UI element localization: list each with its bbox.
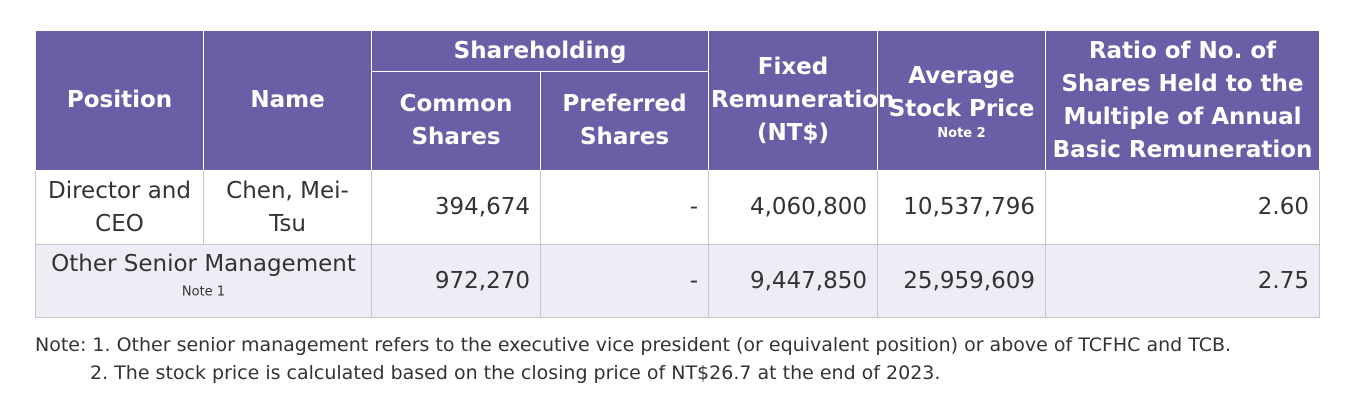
note-line-1: Note: 1. Other senior management refers … bbox=[35, 334, 1232, 356]
header-average-stock-price-note: Note 2 bbox=[937, 125, 986, 141]
header-position: Position bbox=[35, 30, 204, 171]
header-common-shares: Common Shares bbox=[371, 71, 541, 171]
remuneration-table-container: Position Name Shareholding Fixed Remuner… bbox=[35, 30, 1320, 318]
header-preferred-shares: Preferred Shares bbox=[540, 71, 709, 171]
cell-average-stock-price: 25,959,609 bbox=[877, 244, 1046, 318]
cell-preferred-shares: - bbox=[540, 244, 709, 318]
cell-ratio: 2.75 bbox=[1045, 244, 1320, 318]
note-line-2: 2. The stock price is calculated based o… bbox=[90, 362, 941, 384]
header-name: Name bbox=[203, 30, 372, 171]
cell-position-note: Note 1 bbox=[181, 284, 226, 300]
cell-ratio: 2.60 bbox=[1045, 170, 1320, 245]
cell-average-stock-price: 10,537,796 bbox=[877, 170, 1046, 245]
cell-position-label: Other Senior Management bbox=[51, 251, 356, 277]
cell-common-shares: 394,674 bbox=[371, 170, 541, 245]
shareholding-remuneration-table: Position Name Shareholding Fixed Remuner… bbox=[35, 30, 1320, 318]
header-ratio: Ratio of No. of Shares Held to the Multi… bbox=[1045, 30, 1320, 171]
cell-fixed-remuneration: 9,447,850 bbox=[708, 244, 878, 318]
header-fixed-remuneration: Fixed Remuneration (NT$) bbox=[708, 30, 895, 171]
cell-position-merged: Other Senior Management Note 1 bbox=[35, 244, 372, 318]
table-notes: Note: 1. Other senior management refers … bbox=[35, 331, 1231, 387]
header-average-stock-price: Average Stock Price Note 2 bbox=[877, 30, 1046, 171]
table-row: Director and CEO Chen, Mei-Tsu 394,674 -… bbox=[35, 170, 1320, 245]
cell-position: Director and CEO bbox=[35, 170, 204, 245]
table-row: Other Senior Management Note 1 972,270 -… bbox=[35, 244, 1320, 318]
cell-name: Chen, Mei-Tsu bbox=[203, 170, 372, 245]
header-average-stock-price-label: Average Stock Price bbox=[888, 62, 1035, 122]
cell-preferred-shares: - bbox=[540, 170, 709, 245]
cell-common-shares: 972,270 bbox=[371, 244, 541, 318]
cell-fixed-remuneration: 4,060,800 bbox=[708, 170, 878, 245]
header-shareholding: Shareholding bbox=[371, 30, 709, 72]
